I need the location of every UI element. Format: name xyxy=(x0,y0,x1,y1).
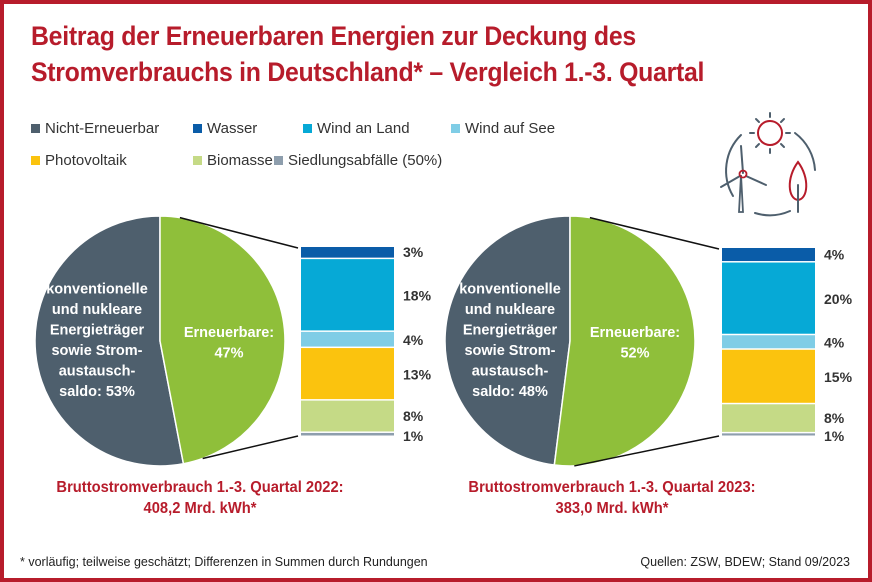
bar-segment-wind-an-land-1 xyxy=(722,262,815,334)
pie-label-erneuerbare-line-0-0: Erneuerbare: xyxy=(184,325,274,341)
bar-segment-wasser-0 xyxy=(301,247,394,258)
bar-label-1-1: 20% xyxy=(824,291,853,307)
bar-segment-siedlungsabf-lle--1 xyxy=(722,433,815,436)
bar-segment-wasser-1 xyxy=(722,248,815,262)
pie-label-erneuerbare-line-1-0: 47% xyxy=(214,345,243,361)
pie-slice-erneuerbare-1 xyxy=(553,215,696,467)
bar-label-2-0: 4% xyxy=(403,332,424,348)
pie-label-nicht-erneuerbar-line-5-0: saldo: 53% xyxy=(59,384,135,400)
pie-label-nicht-erneuerbar-line-0-1: konventionelle xyxy=(459,282,561,298)
connector-bottom-0 xyxy=(202,435,299,460)
legend-label: Biomasse xyxy=(207,152,273,169)
pie-slice-nicht-erneuerbar-0 xyxy=(34,215,185,467)
pie-label-nicht-erneuerbar-line-0-0: konventionelle xyxy=(46,282,148,298)
pie-slice-nicht-erneuerbar-1 xyxy=(444,215,571,466)
bar-label-4-1: 8% xyxy=(824,410,845,426)
pie-label-nicht-erneuerbar-line-1-1: und nukleare xyxy=(465,302,555,318)
legend-swatch xyxy=(303,124,312,133)
legend-swatch xyxy=(193,124,202,133)
bar-segment-wind-auf-see-1 xyxy=(722,335,815,349)
bar-label-2-1: 4% xyxy=(824,335,845,351)
bar-label-0-1: 4% xyxy=(824,246,845,262)
legend-item-photovoltaik: Photovoltaik xyxy=(31,152,127,169)
bar-segment-biomasse-1 xyxy=(722,404,815,432)
bar-label-0-0: 3% xyxy=(403,244,424,260)
bar-segment-wind-an-land-0 xyxy=(301,259,394,331)
pie-label-nicht-erneuerbar-line-4-1: austausch- xyxy=(472,364,549,380)
bar-label-5-0: 1% xyxy=(403,428,424,444)
pie-label-nicht-erneuerbar-line-1-0: und nukleare xyxy=(52,302,142,318)
caption-2022-line-1: Bruttostromverbrauch 1.-3. Quartal 2022: xyxy=(56,479,344,496)
bar-label-1-0: 18% xyxy=(403,288,432,304)
bar-label-4-0: 8% xyxy=(403,408,424,424)
connector-bottom-1 xyxy=(574,435,720,467)
pie-slice-erneuerbare-0 xyxy=(159,215,286,465)
legend-item-biomasse: Biomasse xyxy=(193,152,273,169)
legend-swatch xyxy=(274,156,283,165)
footnote: * vorläufig; teilweise geschätzt; Differ… xyxy=(20,555,428,569)
legend-item-siedlungsabfaelle: Siedlungsabfälle (50%) xyxy=(274,152,442,169)
chart-title: Beitrag der Erneuerbaren Energien zur De… xyxy=(31,18,704,90)
connector-top-0 xyxy=(179,216,299,249)
legend-item-nicht-erneuerbar: Nicht-Erneuerbar xyxy=(31,120,159,137)
bar-label-5-1: 1% xyxy=(824,428,845,444)
bar-label-3-1: 15% xyxy=(824,369,853,385)
pie-label-nicht-erneuerbar-line-2-1: Energieträger xyxy=(463,323,558,339)
title-line-2: Stromverbrauchs in Deutschland* – Vergle… xyxy=(31,57,705,87)
pie-label-erneuerbare-line-1-1: 52% xyxy=(620,345,649,361)
bar-segment-photovoltaik-0 xyxy=(301,348,394,400)
bar-segment-wind-auf-see-0 xyxy=(301,331,394,347)
legend-swatch xyxy=(193,156,202,165)
bar-segment-biomasse-0 xyxy=(301,400,394,432)
legend-item-wasser: Wasser xyxy=(193,120,257,137)
source-note: Quellen: ZSW, BDEW; Stand 09/2023 xyxy=(640,555,850,569)
caption-2022: Bruttostromverbrauch 1.-3. Quartal 2022:… xyxy=(16,477,384,519)
legend-swatch xyxy=(31,156,40,165)
pie-label-nicht-erneuerbar-line-4-0: austausch- xyxy=(59,364,136,380)
bar-segment-photovoltaik-1 xyxy=(722,349,815,403)
legend-label: Wasser xyxy=(207,120,258,137)
pie-label-nicht-erneuerbar-line-2-0: Energieträger xyxy=(50,323,145,339)
connector-top-1 xyxy=(589,216,720,250)
legend-label: Nicht-Erneuerbar xyxy=(45,120,160,137)
legend-label: Photovoltaik xyxy=(45,152,127,169)
legend-item-wind-auf-see: Wind auf See xyxy=(451,120,555,137)
legend-item-wind-an-land: Wind an Land xyxy=(303,120,410,137)
caption-2023-line-1: Bruttostromverbrauch 1.-3. Quartal 2023: xyxy=(468,479,756,496)
pie-label-nicht-erneuerbar-line-3-1: sowie Strom- xyxy=(464,343,555,359)
legend-label: Wind auf See xyxy=(465,120,556,137)
pie-label-nicht-erneuerbar-line-5-1: saldo: 48% xyxy=(472,384,548,400)
pie-label-erneuerbare-line-0-1: Erneuerbare: xyxy=(590,325,680,341)
legend-label: Wind an Land xyxy=(317,120,410,137)
legend-label: Siedlungsabfälle (50%) xyxy=(288,152,443,169)
bar-label-3-0: 13% xyxy=(403,366,432,382)
bar-segment-siedlungsabf-lle--0 xyxy=(301,432,394,436)
pie-label-nicht-erneuerbar-line-3-0: sowie Strom- xyxy=(51,343,142,359)
title-line-1: Beitrag der Erneuerbaren Energien zur De… xyxy=(31,21,636,51)
legend-swatch xyxy=(451,124,460,133)
caption-2023-line-2: 383,0 Mrd. kWh* xyxy=(555,500,669,517)
caption-2023: Bruttostromverbrauch 1.-3. Quartal 2023:… xyxy=(428,477,796,519)
legend-swatch xyxy=(31,124,40,133)
caption-2022-line-2: 408,2 Mrd. kWh* xyxy=(143,500,257,517)
